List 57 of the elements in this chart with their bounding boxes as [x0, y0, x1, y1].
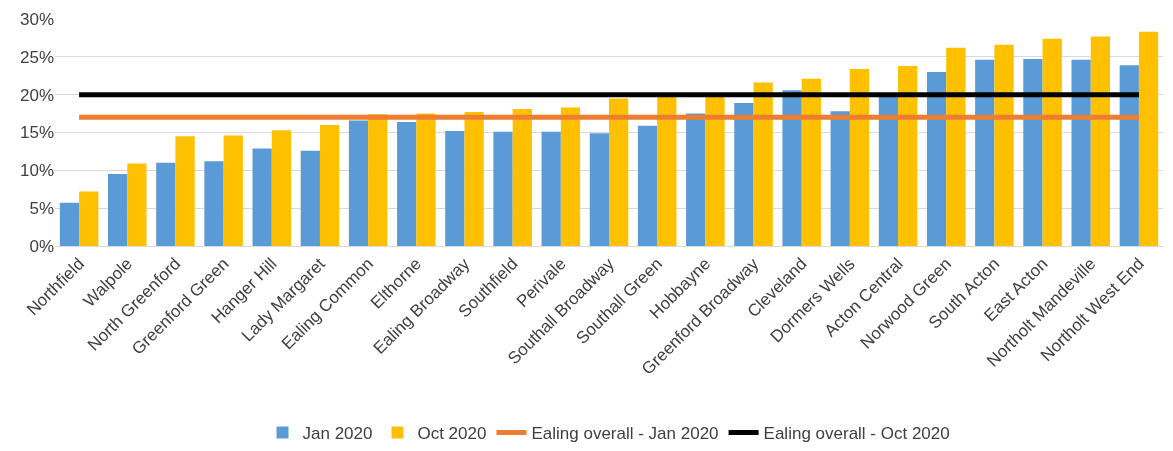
bar [926, 71, 947, 246]
y-tick-label: 30% [19, 9, 54, 29]
y-tick-label: 5% [29, 199, 54, 219]
bar [1090, 36, 1111, 246]
bar [686, 113, 706, 246]
legend-label: Ealing overall - Jan 2020 [531, 424, 719, 444]
y-tick-label: 0% [29, 236, 54, 256]
bar [830, 111, 850, 246]
bar [637, 125, 658, 246]
bar [348, 120, 369, 246]
bar [1042, 38, 1062, 246]
bar [223, 135, 243, 246]
bar [319, 124, 340, 246]
y-tick-label: 10% [19, 161, 54, 181]
bar [1138, 31, 1159, 246]
bar [493, 131, 513, 246]
bar [59, 202, 80, 246]
y-tick-label: 25% [19, 47, 54, 67]
bar [782, 90, 802, 246]
bar [107, 174, 128, 246]
bar [541, 131, 561, 246]
bar [946, 47, 966, 246]
bar [156, 162, 176, 246]
bar [994, 44, 1014, 246]
bar [127, 163, 147, 246]
bar [368, 114, 388, 246]
legend-label: Oct 2020 [417, 424, 487, 444]
bar [271, 130, 292, 246]
legend-label: Ealing overall - Oct 2020 [763, 424, 950, 444]
y-tick-label: 20% [19, 85, 54, 105]
bar [1119, 65, 1139, 246]
bar [445, 130, 465, 246]
bar [609, 98, 629, 246]
bar [204, 161, 224, 246]
bar [512, 109, 532, 246]
bar [849, 68, 870, 246]
bar [252, 148, 272, 246]
bar [79, 191, 99, 246]
bar [705, 96, 725, 246]
bar [464, 112, 484, 246]
legend-label: Jan 2020 [302, 424, 373, 444]
bar [801, 78, 821, 246]
bar [1023, 59, 1043, 246]
bar [175, 136, 195, 246]
bar [753, 82, 773, 246]
bar [878, 96, 899, 246]
bar [898, 65, 918, 246]
bar [975, 59, 995, 246]
y-tick-label: 15% [19, 123, 54, 143]
bar [300, 150, 320, 246]
bar [397, 121, 417, 246]
bar [1071, 59, 1091, 246]
bar [589, 133, 609, 246]
bar [560, 107, 581, 246]
bar [734, 102, 754, 246]
bar [657, 96, 677, 246]
bar [416, 113, 436, 246]
